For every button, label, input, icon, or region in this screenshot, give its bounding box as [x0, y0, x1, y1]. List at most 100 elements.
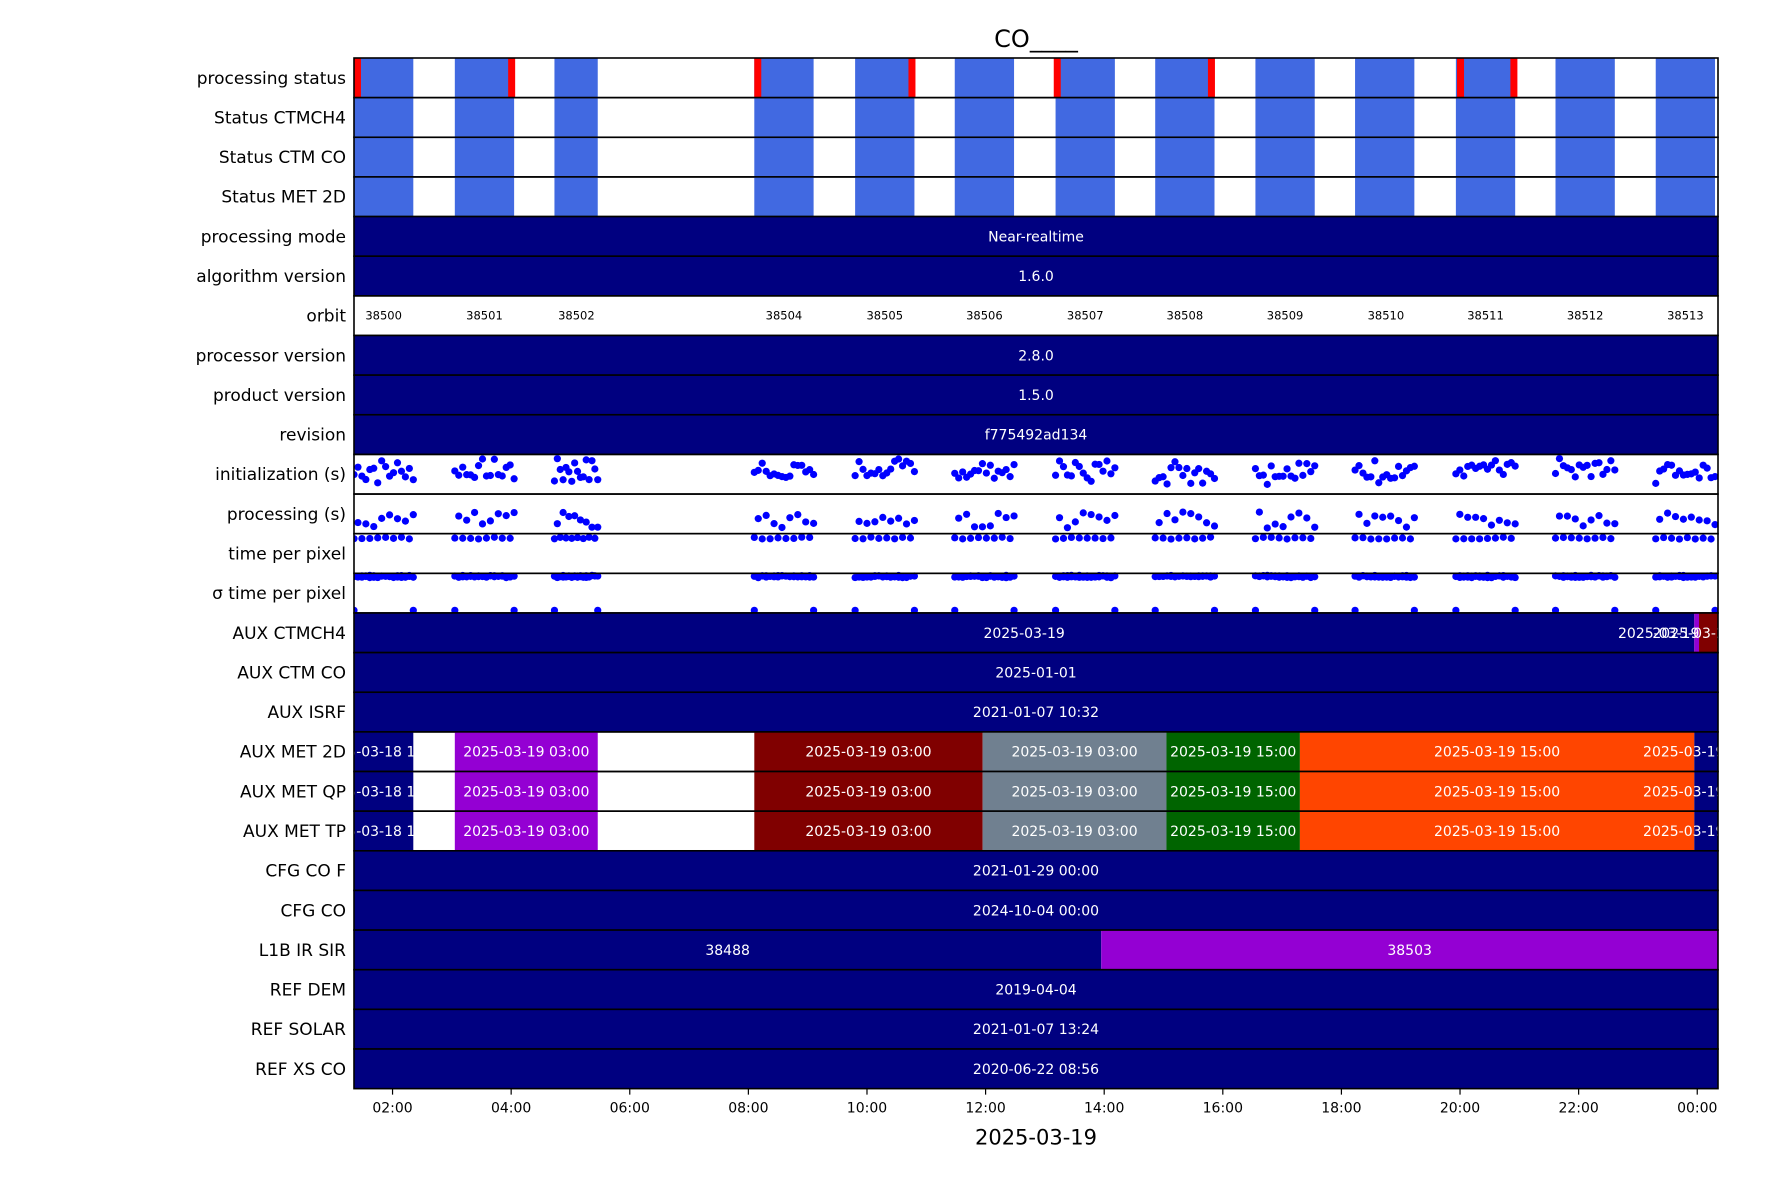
data-point: [354, 518, 362, 527]
data-point: [1051, 606, 1060, 614]
data-point: [1263, 480, 1271, 488]
data-point: [1679, 515, 1688, 523]
segment-label: 1.6.0: [1018, 269, 1054, 285]
data-point: [1103, 457, 1111, 465]
data-point: [1711, 606, 1718, 614]
segment-label: 2025-03-20: [1652, 626, 1733, 642]
data-point: [1210, 474, 1219, 483]
status-pass-bar: [1455, 58, 1516, 98]
segment-label: 2.8.0: [1018, 348, 1054, 364]
data-point: [1711, 473, 1718, 481]
data-point: [409, 476, 417, 484]
row-label: processor version: [196, 346, 346, 366]
data-point: [378, 514, 386, 522]
segment-bar: [354, 890, 1718, 931]
x-tick-label: 02:00: [372, 1101, 412, 1117]
status-pass-bar: [554, 58, 598, 98]
data-point: [362, 475, 370, 484]
status-pass-bar: [1055, 97, 1115, 138]
row-20: 2021-01-29 00:00: [354, 850, 1718, 891]
data-point: [1083, 534, 1091, 542]
status-pass-bar: [1455, 176, 1516, 217]
orbit-label: 38502: [558, 309, 595, 323]
data-point: [1199, 534, 1207, 542]
data-point: [786, 472, 794, 480]
data-point: [1511, 462, 1519, 470]
segment-bar: [354, 850, 1718, 891]
data-point: [895, 455, 903, 463]
data-point: [1603, 519, 1611, 527]
x-tick-label: 20:00: [1440, 1101, 1480, 1117]
orbit-label: 38509: [1267, 309, 1304, 323]
status-pass-bar: [1055, 176, 1115, 217]
data-point: [553, 520, 561, 528]
data-point: [978, 523, 987, 531]
status-pass-bar: [754, 97, 814, 138]
data-point: [1587, 516, 1595, 524]
data-point: [1599, 533, 1607, 542]
data-point: [565, 512, 573, 521]
segment-bar: [1166, 811, 1300, 851]
data-point: [588, 523, 596, 531]
segment-label: 2025-03-19 03:00: [463, 824, 589, 840]
segment-bar: [354, 731, 414, 772]
data-point: [1303, 460, 1311, 468]
data-point: [1406, 535, 1415, 543]
segment-bar: [354, 612, 1695, 653]
data-point: [591, 465, 599, 473]
data-point: [810, 470, 818, 479]
row-17: 2025-03-18 15:00 2025-03-19 03:00 2025-03-…: [354, 731, 1718, 772]
data-point: [409, 511, 417, 519]
data-point: [1279, 523, 1287, 531]
row-label: AUX MET TP: [243, 822, 346, 842]
data-point: [806, 533, 814, 542]
data-point: [1299, 471, 1307, 479]
data-point: [758, 459, 766, 467]
data-point: [579, 473, 587, 481]
data-point: [494, 510, 502, 518]
data-point: [1107, 470, 1115, 478]
data-point: [762, 511, 770, 520]
orbit-label: 38500: [365, 309, 402, 323]
row-23: 2019-04-04: [354, 969, 1718, 1010]
row-8: 1.5.0: [354, 375, 1718, 415]
data-point: [1383, 535, 1391, 543]
data-point: [1591, 534, 1599, 542]
data-point: [1159, 534, 1167, 542]
orbit-label: 38501: [466, 309, 503, 323]
data-point: [1179, 508, 1187, 516]
status-pass-bar: [354, 58, 414, 98]
row-label: Status MET 2D: [221, 188, 346, 208]
data-point: [1151, 534, 1159, 542]
row-10: [354, 455, 1718, 488]
data-point: [1071, 518, 1079, 526]
x-axis-label: 2025-03-19: [975, 1126, 1097, 1150]
data-point: [1295, 459, 1303, 467]
data-point: [576, 516, 585, 524]
data-point: [895, 514, 903, 522]
segment-label: 2025-03-19 03:00: [805, 745, 931, 761]
data-point: [1195, 513, 1203, 521]
data-point: [1283, 535, 1291, 543]
segment-label: 2025-03-19 15:00: [1170, 824, 1296, 840]
data-point: [1002, 465, 1010, 474]
segment-bar: [354, 256, 1718, 296]
data-point: [482, 534, 491, 542]
data-point: [1251, 535, 1260, 543]
data-point: [1067, 472, 1075, 480]
segment-label: 2025-03-19 03:00: [463, 784, 589, 800]
segment-bar: [982, 771, 1167, 812]
data-point: [455, 512, 463, 520]
data-point: [553, 455, 561, 463]
segment-bar: [754, 731, 983, 772]
data-point: [1499, 533, 1507, 541]
row-13: [354, 571, 1718, 614]
data-point: [879, 513, 887, 522]
data-point: [966, 534, 975, 542]
data-point: [851, 472, 859, 480]
data-point: [887, 465, 895, 473]
data-point: [1267, 462, 1275, 470]
data-point: [1507, 534, 1515, 542]
data-point: [1307, 468, 1315, 476]
data-point: [1299, 534, 1307, 542]
